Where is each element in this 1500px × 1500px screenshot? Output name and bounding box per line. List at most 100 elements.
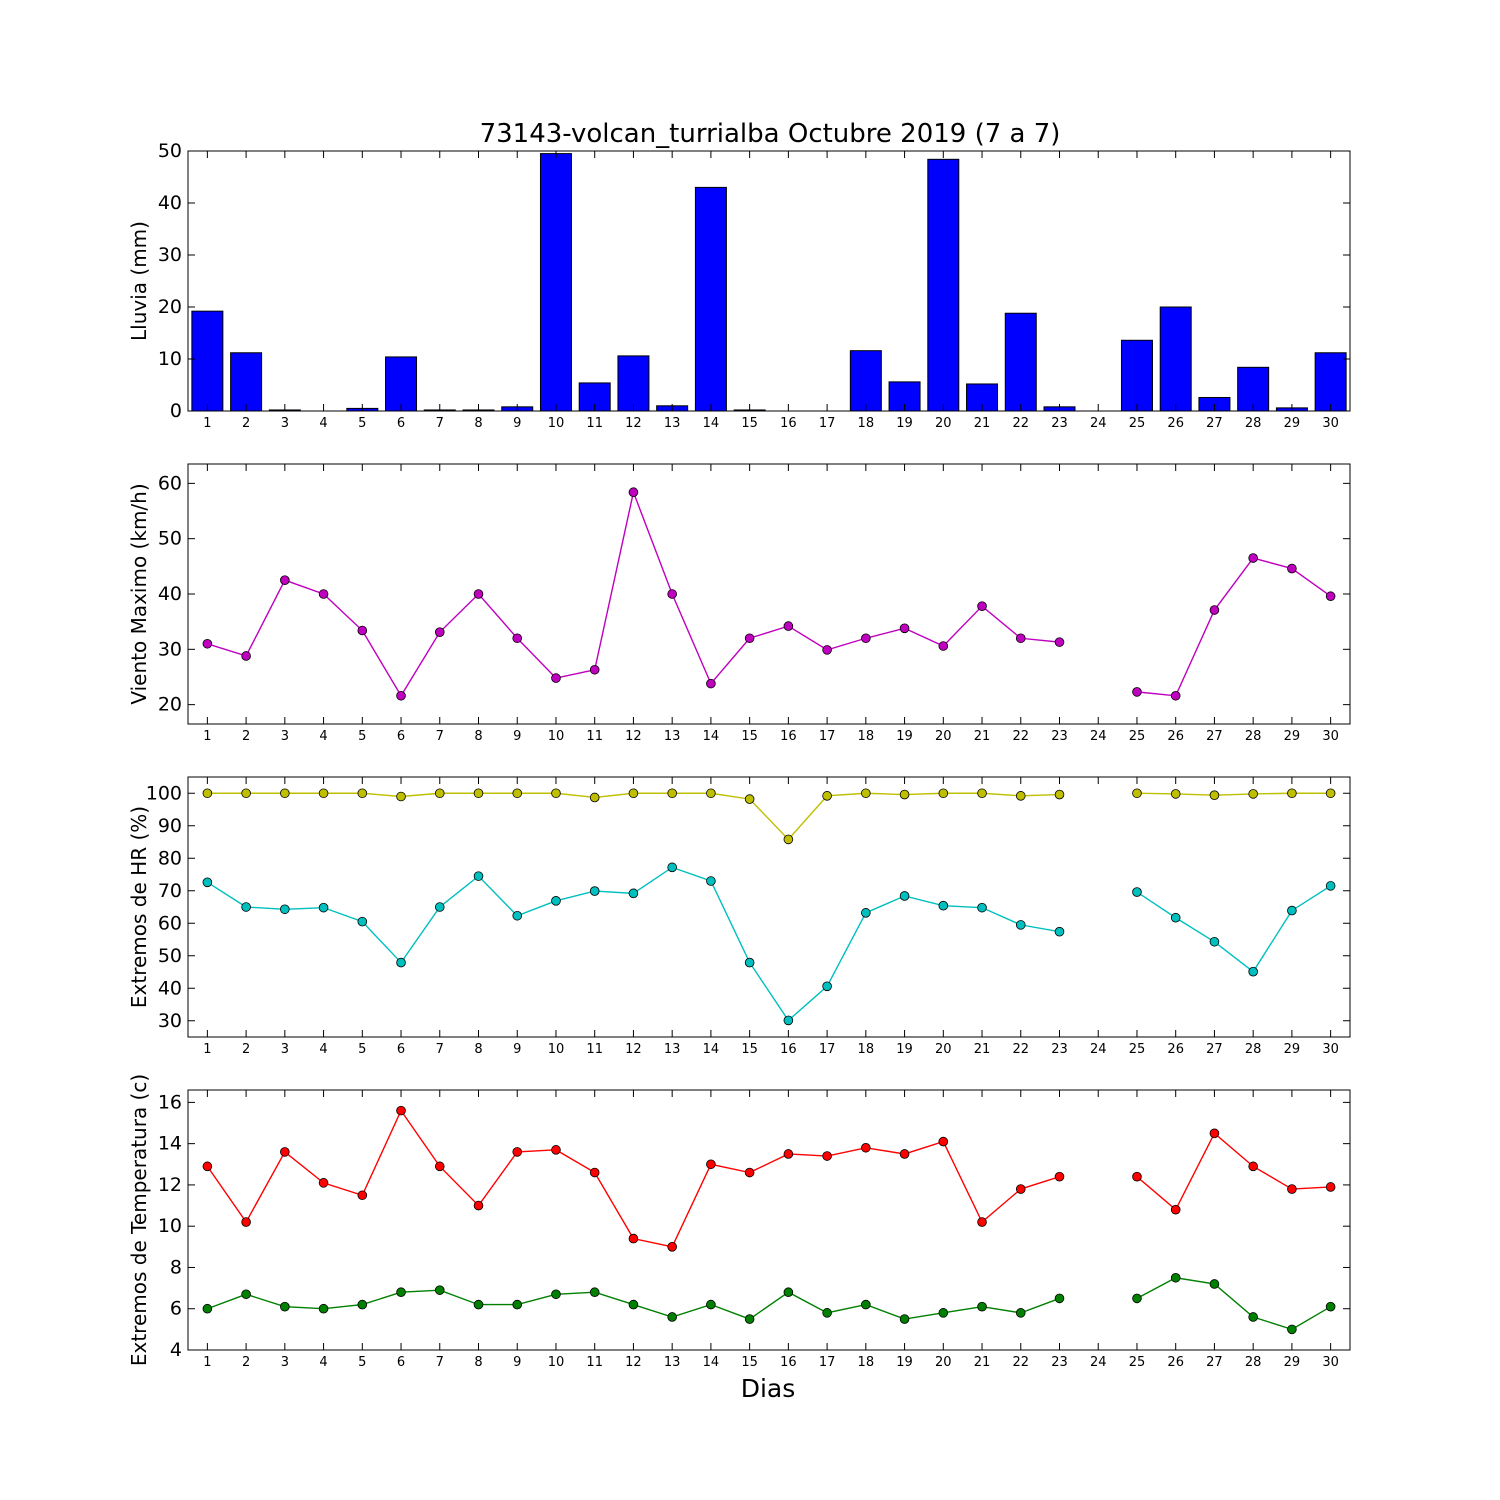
data-point — [1209, 1279, 1220, 1289]
x-tick-label: 7 — [436, 1355, 444, 1370]
y-tick-label: 14 — [158, 1133, 182, 1155]
data-point — [1132, 788, 1142, 799]
data-point — [977, 1301, 987, 1312]
y-tick-label: 60 — [158, 472, 182, 494]
y-tick-label: 70 — [158, 880, 182, 902]
x-tick-label: 24 — [1090, 1042, 1107, 1057]
data-point — [706, 1159, 716, 1170]
figure-title: 73143-volcan_turrialba Octubre 2019 (7 a… — [480, 119, 1061, 149]
data-point — [706, 788, 716, 799]
data-point — [1015, 633, 1026, 644]
data-point — [473, 589, 484, 599]
y-tick-label: 30 — [158, 1010, 182, 1032]
x-tick-label: 16 — [780, 729, 797, 744]
x-tick-label: 11 — [586, 1355, 603, 1370]
x-tick-label: 21 — [974, 729, 991, 744]
data-point — [1170, 1272, 1181, 1283]
data-point — [280, 1301, 290, 1312]
x-tick-label: 19 — [896, 416, 913, 431]
x-tick-label: 6 — [397, 1042, 405, 1057]
data-point — [512, 633, 523, 644]
x-tick-label: 18 — [858, 1355, 875, 1370]
x-tick-label: 25 — [1129, 729, 1146, 744]
data-point — [318, 1178, 329, 1188]
x-tick-label: 25 — [1129, 1042, 1146, 1057]
x-tick-label: 16 — [780, 1042, 797, 1057]
data-point — [744, 957, 755, 968]
y-tick-label: 50 — [158, 945, 182, 967]
rain-bar — [849, 350, 882, 412]
data-point — [783, 1287, 794, 1298]
x-tick-label: 21 — [974, 1355, 991, 1370]
data-point — [1325, 881, 1336, 891]
x-tick-label: 9 — [513, 416, 521, 431]
data-point — [861, 633, 871, 644]
x-tick-label: 4 — [319, 416, 327, 431]
data-point — [589, 1167, 600, 1178]
y-tick-label: 30 — [158, 244, 182, 266]
data-point — [977, 788, 987, 799]
y-tick-label: 30 — [158, 638, 182, 660]
data-point — [783, 1015, 794, 1026]
data-point — [822, 1308, 832, 1318]
data-point — [241, 788, 251, 799]
data-point — [899, 1149, 910, 1159]
x-tick-label: 17 — [819, 729, 836, 744]
x-tick-label: 30 — [1322, 1355, 1339, 1370]
data-point — [202, 638, 213, 649]
y-axis-label: Extremos de Temperatura (c) — [127, 1074, 151, 1366]
data-point — [1287, 788, 1297, 799]
y-tick-label: 40 — [158, 583, 182, 605]
y-axis-label: Lluvia (mm) — [127, 221, 151, 341]
x-tick-label: 12 — [625, 416, 642, 431]
data-point — [241, 651, 251, 661]
data-point — [434, 902, 445, 912]
data-point — [280, 575, 290, 585]
data-point — [473, 788, 484, 799]
x-tick-label: 21 — [974, 416, 991, 431]
x-tick-label: 9 — [513, 1042, 521, 1057]
x-tick-label: 25 — [1129, 1355, 1146, 1370]
data-point — [1170, 690, 1181, 701]
data-point — [280, 904, 290, 915]
x-tick-label: 12 — [625, 1042, 642, 1057]
data-point — [589, 792, 600, 803]
x-tick-label: 7 — [436, 1042, 444, 1057]
x-tick-label: 20 — [935, 1355, 952, 1370]
x-tick-label: 6 — [397, 416, 405, 431]
x-tick-label: 30 — [1322, 416, 1339, 431]
data-point — [396, 1105, 406, 1116]
data-point — [241, 902, 251, 912]
data-point — [1015, 1184, 1026, 1194]
x-tick-label: 23 — [1051, 1042, 1068, 1057]
x-tick-label: 9 — [513, 729, 521, 744]
x-tick-label: 28 — [1245, 729, 1262, 744]
data-point — [861, 1142, 871, 1153]
x-tick-label: 27 — [1206, 729, 1223, 744]
rain-bar — [385, 356, 418, 412]
data-point — [202, 1303, 213, 1314]
x-tick-label: 16 — [780, 416, 797, 431]
data-point — [628, 487, 639, 498]
data-point — [861, 908, 871, 918]
data-point — [434, 627, 445, 637]
data-point — [589, 664, 600, 675]
rain-bar — [617, 355, 650, 412]
data-point — [551, 1289, 561, 1300]
x-tick-label: 28 — [1245, 416, 1262, 431]
x-tick-label: 10 — [548, 416, 565, 431]
x-tick-label: 2 — [242, 729, 250, 744]
y-tick-label: 60 — [158, 912, 182, 934]
data-point — [202, 877, 213, 888]
data-point — [1287, 1184, 1297, 1194]
data-point — [318, 788, 329, 799]
x-tick-label: 12 — [625, 729, 642, 744]
data-point — [822, 645, 832, 655]
data-point — [202, 788, 213, 799]
data-point — [822, 1151, 832, 1161]
data-point — [280, 1147, 290, 1157]
rain-bar — [1314, 352, 1347, 412]
x-tick-label: 1 — [203, 729, 211, 744]
axes-frame — [187, 150, 1351, 412]
